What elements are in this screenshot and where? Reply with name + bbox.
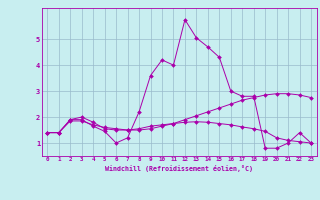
X-axis label: Windchill (Refroidissement éolien,°C): Windchill (Refroidissement éolien,°C)	[105, 165, 253, 172]
